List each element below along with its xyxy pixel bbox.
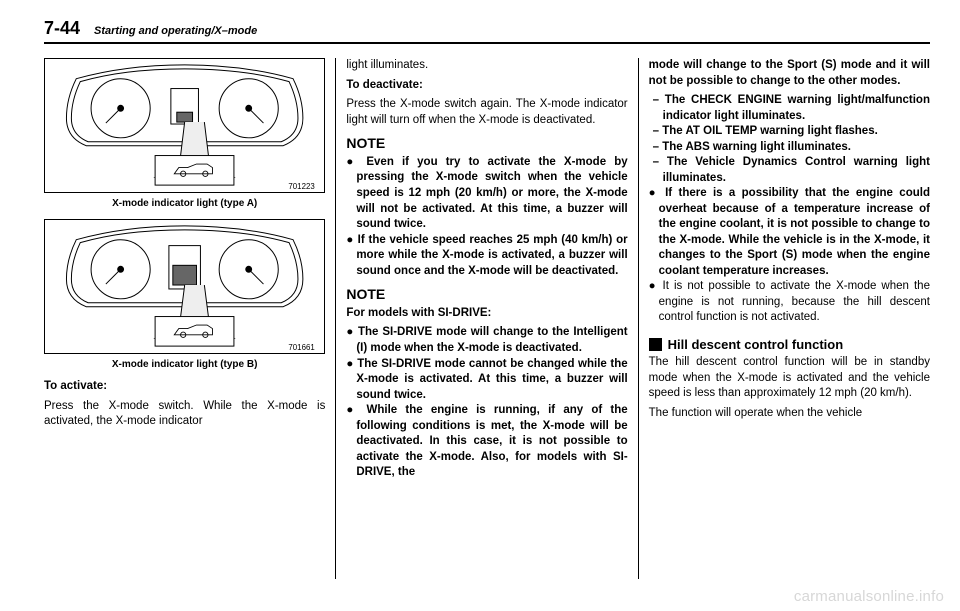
c3-p3: The function will operate when the vehic…	[649, 406, 930, 422]
figure-type-b: 701661	[44, 219, 325, 354]
square-icon	[649, 338, 662, 351]
figure-type-a: 701223	[44, 58, 325, 193]
column-2: light illuminates. To deactivate: Press …	[335, 58, 638, 579]
note2-bullet-3: While the engine is running, if any of t…	[346, 403, 627, 481]
to-activate-text: Press the X-mode switch. While the X-mod…	[44, 399, 325, 430]
section-title: Starting and operating/X–mode	[94, 25, 257, 37]
caption-type-b: X-mode indicator light (type B)	[44, 358, 325, 372]
note2-bullet-2: The SI-DRIVE mode cannot be changed whil…	[346, 357, 627, 404]
light-illuminates: light illuminates.	[346, 58, 627, 74]
page-number: 7-44	[44, 18, 80, 39]
note-heading-2: NOTE	[346, 285, 627, 304]
to-activate-label: To activate:	[44, 379, 325, 395]
figure-ref-a: 701223	[288, 182, 315, 191]
caption-type-a: X-mode indicator light (type A)	[44, 197, 325, 211]
c3-p1: mode will change to the Sport (S) mode a…	[649, 58, 930, 89]
c3-dash-3: – The ABS warning light illuminates.	[649, 140, 930, 156]
note2-intro: For models with SI-DRIVE:	[346, 306, 627, 322]
note1-bullet-2: If the vehicle speed reaches 25 mph (40 …	[346, 233, 627, 280]
c3-bullet-1: If there is a possibility that the engin…	[649, 186, 930, 279]
note2-bullet-1: The SI-DRIVE mode will change to the Int…	[346, 325, 627, 356]
c3-dash-4: – The Vehicle Dynamics Control warning l…	[649, 155, 930, 186]
note-heading-1: NOTE	[346, 134, 627, 153]
figure-ref-b: 701661	[288, 343, 314, 352]
column-3: mode will change to the Sport (S) mode a…	[639, 58, 930, 579]
note1-bullet-1: Even if you try to activate the X-mode b…	[346, 155, 627, 233]
column-1: 701223 X-mode indicator light (type A)	[44, 58, 335, 579]
c3-bullet-2: It is not possible to activate the X-mod…	[649, 279, 930, 326]
c3-dash-2: – The AT OIL TEMP warning light flashes.	[649, 124, 930, 140]
c3-p2: The hill descent control function will b…	[649, 355, 930, 402]
watermark: carmanualsonline.info	[794, 588, 944, 605]
c3-dash-1: – The CHECK ENGINE warning light/malfunc…	[649, 93, 930, 124]
to-deactivate-label: To deactivate:	[346, 78, 627, 94]
to-deactivate-text: Press the X-mode switch again. The X-mod…	[346, 97, 627, 128]
header-rule	[44, 42, 930, 44]
hill-descent-heading: Hill descent control function	[668, 336, 844, 354]
